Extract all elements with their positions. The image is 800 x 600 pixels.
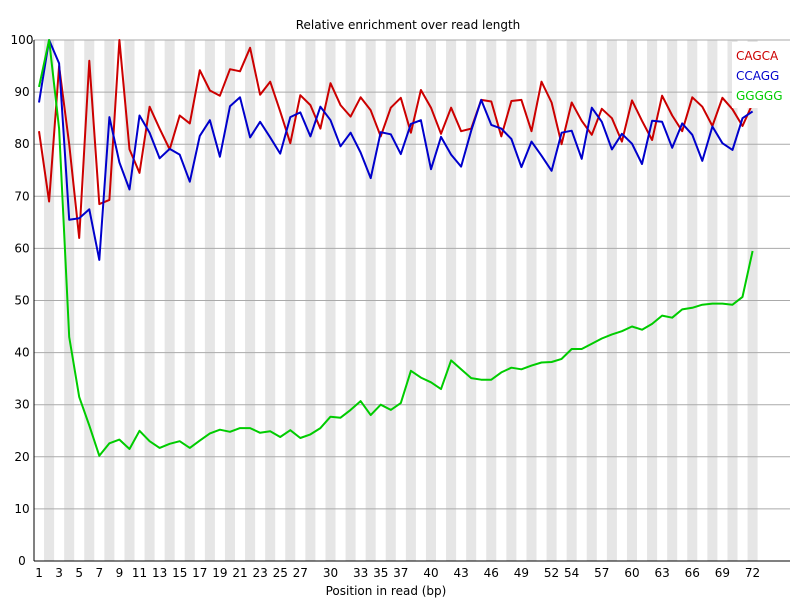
- x-tick-63: 63: [654, 566, 669, 580]
- x-tick-30: 30: [323, 566, 338, 580]
- series-line-ggggg: [38, 39, 754, 457]
- x-tick-11: 11: [132, 566, 147, 580]
- x-tick-40: 40: [423, 566, 438, 580]
- x-tick-57: 57: [594, 566, 609, 580]
- x-tick-15: 15: [172, 566, 187, 580]
- legend: CAGCA CCAGG GGGGG: [732, 42, 790, 108]
- x-tick-49: 49: [514, 566, 529, 580]
- y-tick-0: 0: [18, 554, 26, 568]
- legend-entry-ggggg: GGGGG: [736, 89, 783, 103]
- x-tick-23: 23: [252, 566, 267, 580]
- y-tick-20: 20: [14, 450, 29, 464]
- series-line-cagca: [38, 39, 754, 239]
- x-tick-27: 27: [293, 566, 308, 580]
- x-tick-25: 25: [273, 566, 288, 580]
- x-tick-7: 7: [96, 566, 104, 580]
- y-tick-80: 80: [14, 137, 29, 151]
- x-tick-35: 35: [373, 566, 388, 580]
- legend-entry-cagca: CAGCA: [736, 49, 779, 63]
- y-tick-60: 60: [14, 241, 29, 255]
- x-tick-1: 1: [35, 566, 43, 580]
- x-tick-52: 52: [544, 566, 559, 580]
- x-tick-13: 13: [152, 566, 167, 580]
- x-tick-labels: 1 3 5 7 9 11 13 15 17 19 21 23 25 27 30 33 35 37 40 43 46 49 5…: [35, 566, 760, 580]
- y-tick-30: 30: [14, 398, 29, 412]
- x-tick-21: 21: [232, 566, 247, 580]
- x-tick-19: 19: [212, 566, 227, 580]
- x-tick-69: 69: [715, 566, 730, 580]
- legend-entry-ccagg: CCAGG: [736, 69, 779, 83]
- x-tick-3: 3: [55, 566, 63, 580]
- x-tick-5: 5: [75, 566, 83, 580]
- series-line-ccagg: [38, 39, 754, 261]
- y-tick-40: 40: [14, 346, 29, 360]
- x-tick-37: 37: [393, 566, 408, 580]
- x-tick-66: 66: [685, 566, 700, 580]
- x-tick-54: 54: [564, 566, 579, 580]
- x-tick-72: 72: [745, 566, 760, 580]
- axes: [33, 40, 790, 562]
- y-tick-70: 70: [14, 189, 29, 203]
- x-tick-43: 43: [453, 566, 468, 580]
- chart-title: Relative enrichment over read length: [296, 18, 521, 32]
- x-tick-9: 9: [116, 566, 124, 580]
- y-tick-10: 10: [14, 502, 29, 516]
- y-tick-100: 100: [11, 33, 34, 47]
- y-tick-labels: 0 10 20 30 40 50 60 70 80 90 100: [11, 33, 34, 568]
- x-tick-46: 46: [484, 566, 499, 580]
- legend-box: [732, 42, 790, 108]
- y-tick-50: 50: [14, 294, 29, 308]
- x-tick-33: 33: [353, 566, 368, 580]
- x-tick-60: 60: [624, 566, 639, 580]
- x-axis-label: Position in read (bp): [326, 584, 447, 598]
- y-tick-90: 90: [14, 85, 29, 99]
- series-lines: [38, 39, 754, 457]
- x-tick-17: 17: [192, 566, 207, 580]
- horizontal-gridlines: [34, 39, 790, 510]
